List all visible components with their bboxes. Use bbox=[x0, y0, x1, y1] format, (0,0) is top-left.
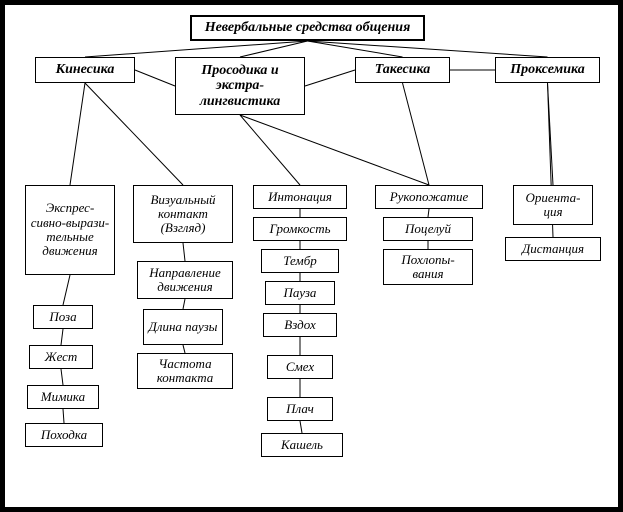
cat-prosodika: Просодика и экстра-лингвистика bbox=[175, 57, 305, 115]
node-intonaciya: Интонация bbox=[253, 185, 347, 209]
cat-proksemika: Проксемика bbox=[495, 57, 600, 83]
node-visual: Визуальный контакт (Взгляд) bbox=[133, 185, 233, 243]
node-smeh: Смех bbox=[267, 355, 333, 379]
node-pauza: Пауза bbox=[265, 281, 335, 305]
node-expr: Экспрес-сивно-вырази-тельные движения bbox=[25, 185, 115, 275]
node-pocelui: Поцелуй bbox=[383, 217, 473, 241]
node-pohodka: Походка bbox=[25, 423, 103, 447]
node-distanciya: Дистанция bbox=[505, 237, 601, 261]
node-chastota: Частота контакта bbox=[137, 353, 233, 389]
node-zhest: Жест bbox=[29, 345, 93, 369]
title: Невербальные средства общения bbox=[190, 15, 425, 41]
node-kashel: Кашель bbox=[261, 433, 343, 457]
cat-takesika: Такесика bbox=[355, 57, 450, 83]
node-mimika: Мимика bbox=[27, 385, 99, 409]
node-rukopozhatie: Рукопожатие bbox=[375, 185, 483, 209]
node-napravlenie: Направление движения bbox=[137, 261, 233, 299]
node-gromkost: Громкость bbox=[253, 217, 347, 241]
node-pohlop: Похлопы-вания bbox=[383, 249, 473, 285]
node-tembr: Тембр bbox=[261, 249, 339, 273]
node-dlina: Длина паузы bbox=[143, 309, 223, 345]
diagram-frame: Невербальные средства общения Кинесика П… bbox=[0, 0, 623, 512]
cat-kinesika: Кинесика bbox=[35, 57, 135, 83]
node-orient: Ориента-ция bbox=[513, 185, 593, 225]
node-plach: Плач bbox=[267, 397, 333, 421]
node-poza: Поза bbox=[33, 305, 93, 329]
node-vzdoh: Вздох bbox=[263, 313, 337, 337]
